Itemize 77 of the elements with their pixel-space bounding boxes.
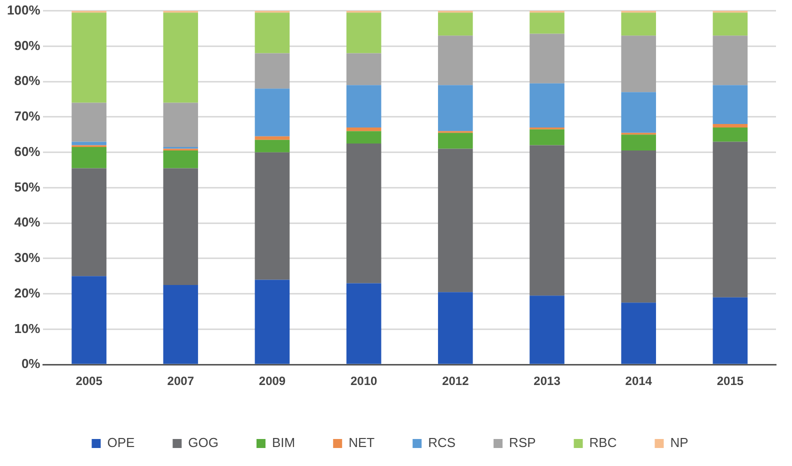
bar (438, 148, 473, 292)
bar (621, 134, 656, 151)
bar (712, 128, 748, 142)
bar (621, 150, 656, 303)
bar (530, 296, 564, 364)
bar (621, 92, 656, 133)
bar (346, 128, 382, 132)
x-tick-label: 2005 (76, 374, 103, 388)
x-tick-label: 2010 (350, 374, 378, 388)
x-tick-label: 2013 (534, 374, 561, 388)
legend-label: GOG (188, 435, 219, 450)
bar (72, 142, 106, 146)
y-tick-label: 90% (14, 38, 41, 53)
bar (712, 297, 748, 364)
bar (163, 150, 198, 168)
bar (163, 168, 198, 285)
bar (712, 36, 748, 86)
y-tick-label: 60% (14, 144, 41, 159)
bar (621, 12, 656, 36)
legend-label: OPE (107, 435, 135, 450)
bar (72, 276, 106, 364)
y-tick-label: 50% (14, 179, 41, 194)
bar (163, 284, 198, 364)
bar (72, 168, 106, 276)
y-tick-label: 70% (14, 108, 41, 124)
bar (346, 12, 382, 54)
y-tick-label: 20% (14, 285, 41, 300)
bar (346, 283, 382, 364)
legend-label: NET (348, 435, 375, 450)
bar (530, 12, 564, 34)
bar (530, 83, 564, 128)
bar (254, 53, 290, 89)
legend-label: NP (670, 435, 688, 450)
bar (530, 129, 564, 146)
legend-label: RSP (509, 435, 536, 450)
legend-label: RBC (589, 435, 617, 450)
x-tick-label: 2015 (716, 374, 744, 388)
bar (254, 136, 290, 140)
y-tick-label: 10% (14, 320, 41, 336)
bar (438, 292, 473, 364)
bar (254, 12, 290, 54)
bar (254, 280, 290, 364)
bar (712, 12, 748, 36)
bar (72, 147, 106, 168)
x-tick-label: 2009 (258, 374, 286, 388)
bar (346, 85, 382, 128)
bar (438, 36, 473, 86)
x-tick-label: 2014 (625, 374, 652, 388)
bar (438, 132, 473, 149)
bar (712, 85, 748, 124)
bar (346, 143, 382, 284)
y-tick-label: 40% (14, 214, 41, 230)
bar (254, 152, 290, 280)
bar (72, 102, 106, 142)
bar (346, 131, 382, 144)
legend-label: BIM (272, 435, 296, 450)
bar (163, 102, 198, 148)
bar (530, 145, 564, 296)
x-tick-label: 2012 (442, 374, 470, 388)
bar (163, 12, 198, 103)
y-tick-label: 80% (14, 73, 41, 88)
x-tick-label: 2007 (167, 374, 194, 388)
bar (621, 36, 656, 92)
y-tick-label: 0% (21, 356, 41, 372)
y-tick-label: 100% (7, 2, 41, 18)
bar (254, 88, 290, 136)
bar (712, 124, 748, 128)
bar (530, 34, 564, 84)
bar (621, 302, 656, 364)
bar (254, 140, 290, 152)
bar (72, 12, 106, 103)
legend-label: RCS (428, 435, 456, 450)
y-tick-label: 30% (14, 250, 41, 266)
bar (438, 85, 473, 132)
bar (712, 142, 748, 298)
bar (438, 12, 473, 36)
bar (346, 53, 382, 86)
